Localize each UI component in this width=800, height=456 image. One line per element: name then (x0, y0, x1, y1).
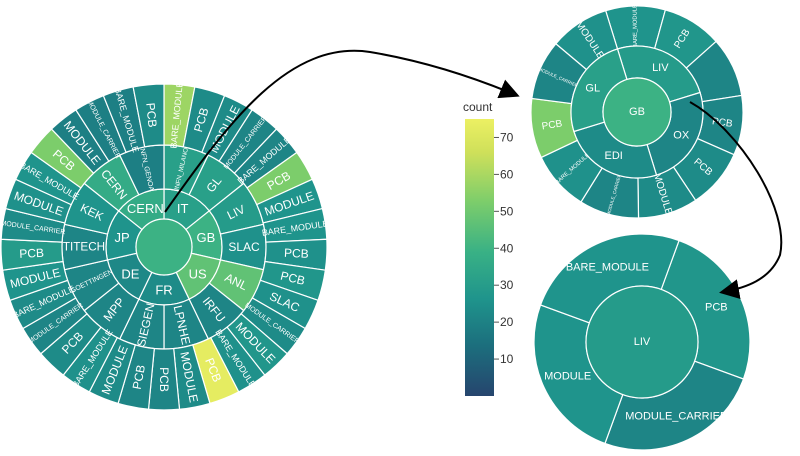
label-de: DE (121, 266, 139, 281)
colorbar-tick-label: 70 (500, 130, 514, 144)
colorbar-tick-label: 60 (500, 167, 514, 181)
label-pcb: PCB (19, 246, 44, 261)
label-pcb: PCB (157, 367, 171, 392)
label-module-carrier: MODULE_CARRIER (625, 410, 728, 422)
label-pcb: PCB (541, 118, 563, 132)
center-hole (135, 218, 193, 276)
label-module: MODULE (544, 371, 591, 383)
label-pcb: PCB (279, 269, 306, 288)
label-jp: JP (114, 230, 129, 245)
label-liv: LIV (652, 62, 669, 74)
label-ox: OX (673, 129, 690, 141)
segment-gb[interactable] (602, 77, 672, 147)
colorbar-title: count (463, 100, 493, 114)
colorbar-gradient (465, 119, 494, 396)
sunburst-gb-zoom: BARE_MODULE PCBPCBPCBMODULEMODULE_CARRIER… (530, 4, 744, 219)
label-pcb: PCB (191, 106, 211, 134)
label-pcb: PCB (711, 116, 733, 130)
label-titech: TITECH (63, 241, 105, 254)
label-liv: LIV (634, 336, 651, 348)
segment-pcb[interactable] (132, 83, 165, 148)
colorbar-tick-label: 30 (500, 278, 514, 292)
label-gl: GL (585, 83, 600, 95)
colorbar-tick-label: 20 (500, 315, 514, 329)
label-pcb: PCB (705, 301, 728, 313)
label-slac: SLAC (228, 240, 260, 254)
label-fr: FR (155, 283, 172, 298)
label-pcb: PCB (284, 246, 309, 261)
label-bare-module: BARE_MODULE (566, 262, 649, 274)
segment-liv[interactable] (585, 285, 699, 399)
label-pcb: PCB (143, 102, 159, 128)
sunburst-liv-zoom: PCB MODULE_CARRIER MODULE BARE_MODULE LIV (533, 233, 751, 451)
zoom-arrow-gb (164, 49, 520, 213)
colorbar-tick-label: 10 (500, 352, 514, 366)
label-bare-module: BARE_MODULE (632, 4, 639, 48)
label-gb: GB (629, 106, 645, 118)
zoom-arrow-liv (689, 101, 783, 299)
label-pcb: PCB (130, 364, 148, 391)
label-cern: CERN (127, 201, 164, 216)
label-us: US (189, 266, 207, 281)
colorbar-tick-label: 40 (500, 241, 514, 255)
colorbar: count 10 20 30 40 50 60 70 (463, 100, 514, 396)
label-gb: GB (197, 230, 216, 245)
label-edi: EDI (605, 150, 623, 162)
colorbar-tick-label: 50 (500, 204, 514, 218)
label-it: IT (177, 201, 189, 216)
